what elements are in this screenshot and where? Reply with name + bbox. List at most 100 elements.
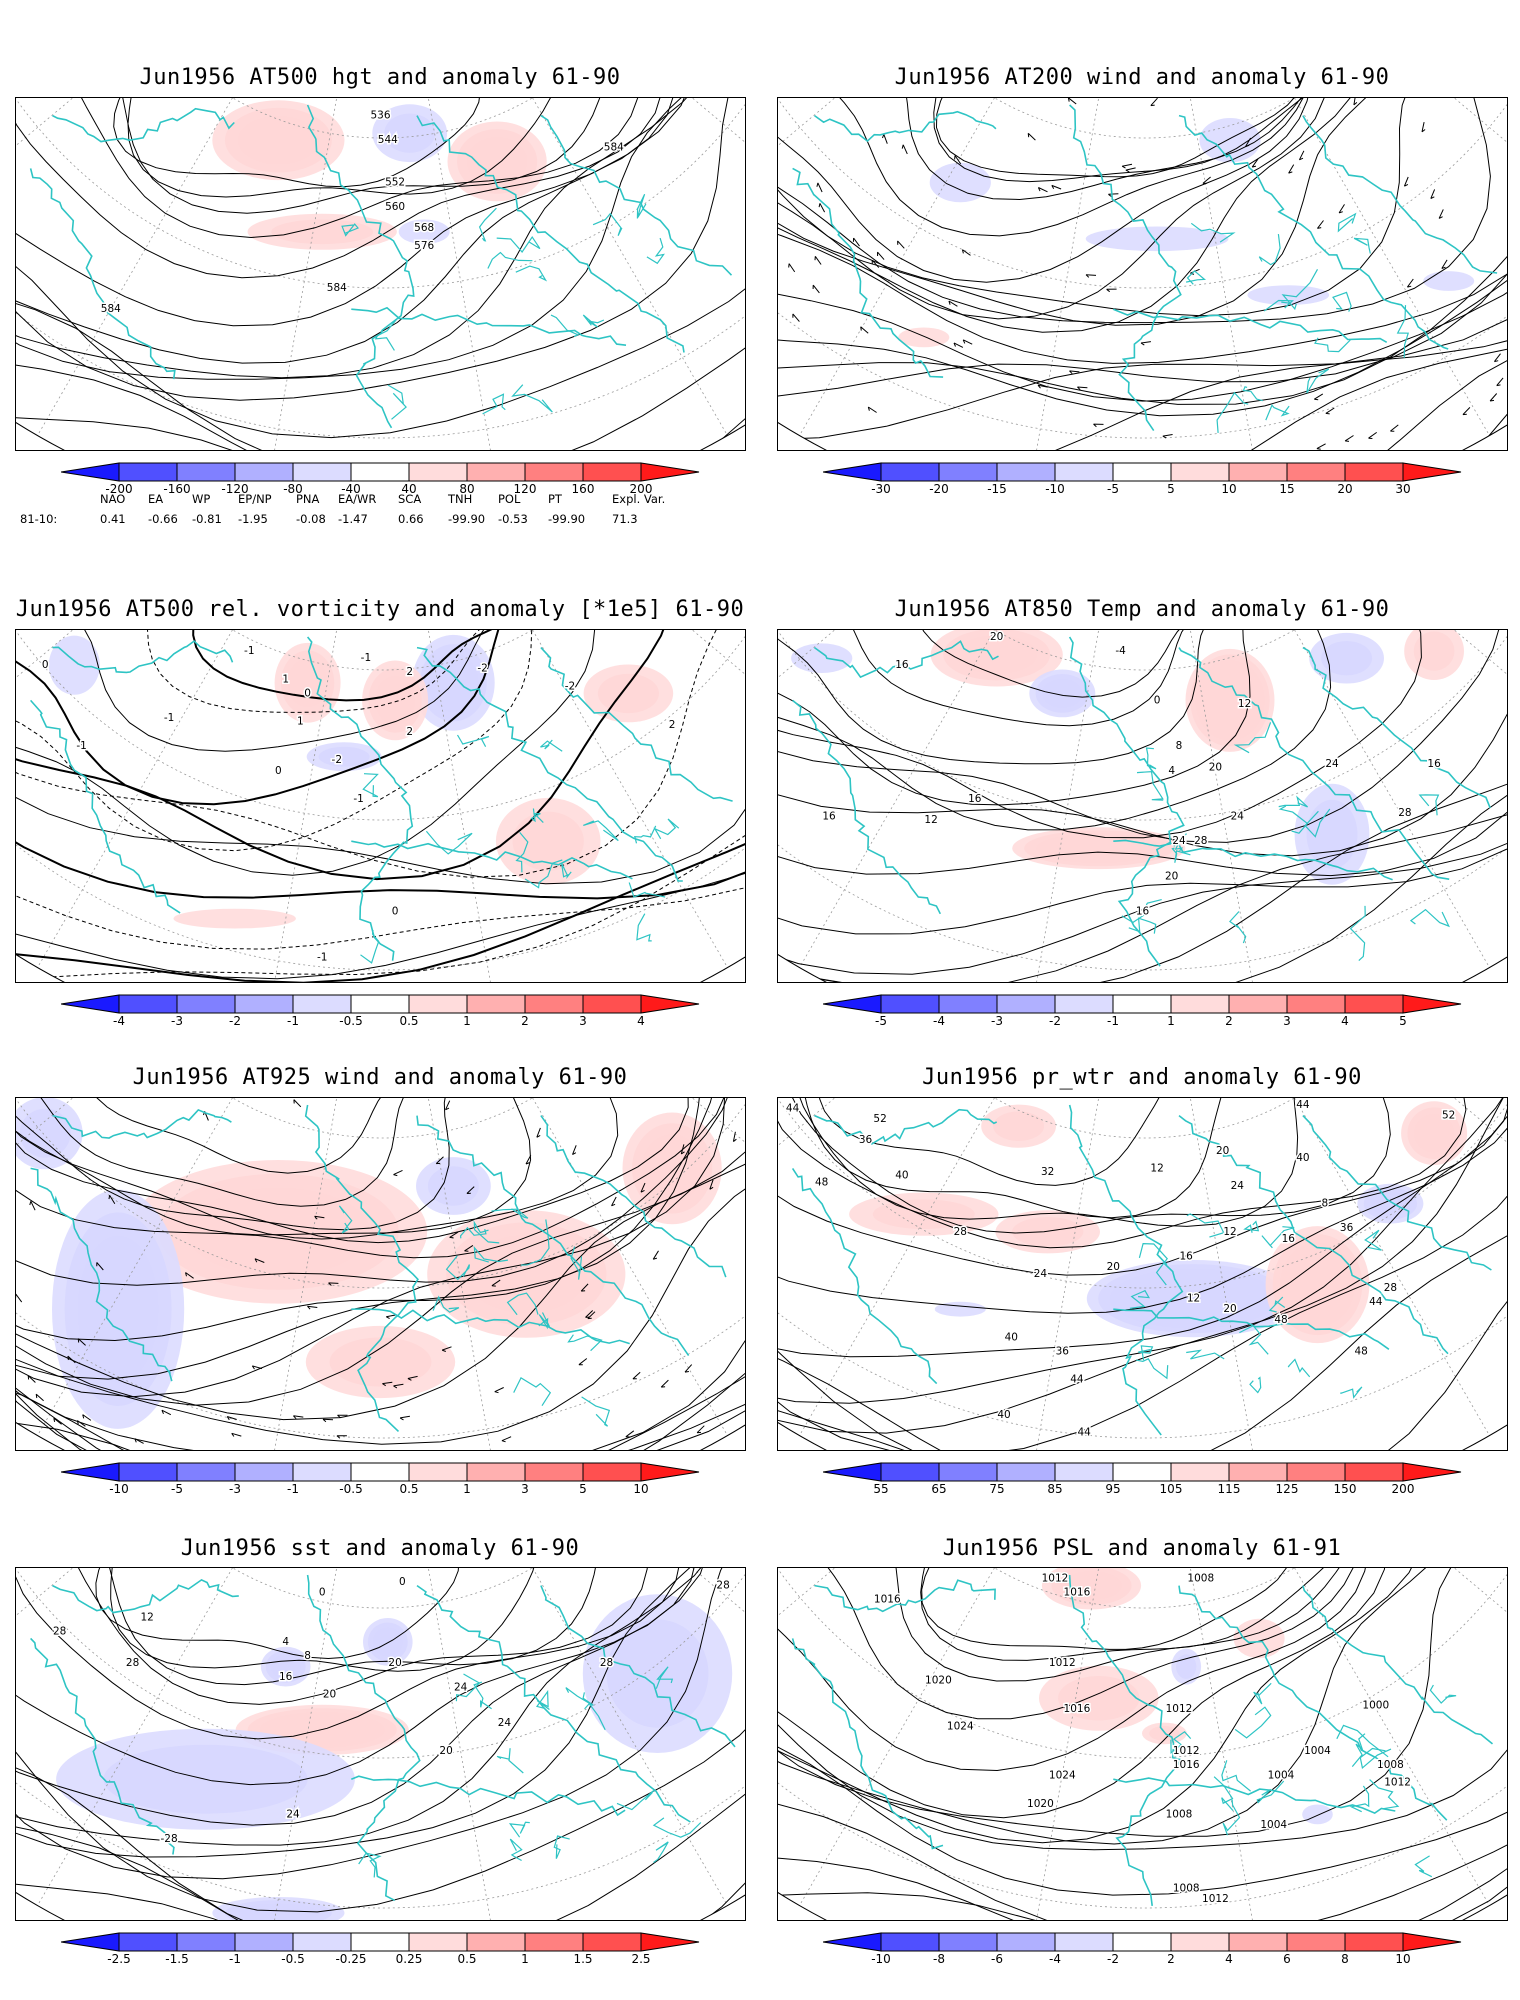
country-border — [487, 251, 533, 269]
contour-label: 1012 — [1166, 1703, 1193, 1715]
contour-label: 28 — [53, 1625, 66, 1637]
country-border — [567, 1334, 603, 1352]
country-border — [508, 1821, 530, 1838]
wind-arrow — [882, 134, 888, 144]
contour-label: 24 — [286, 1808, 300, 1820]
anomaly-shade — [1401, 1101, 1468, 1166]
contour-line — [101, 630, 559, 713]
coastline — [1178, 114, 1449, 350]
contour-label: 584 — [327, 282, 347, 294]
colorbar-swatch — [118, 1932, 178, 1952]
contour-line — [778, 98, 1507, 450]
country-border — [592, 212, 623, 236]
contour-line — [16, 630, 596, 876]
contour-label: 52 — [873, 1113, 886, 1125]
country-border — [1278, 795, 1309, 808]
contour-label: 0 — [275, 765, 282, 777]
contour-label: -28 — [161, 1833, 178, 1845]
contour-line — [16, 98, 745, 380]
wind-arrow — [393, 1169, 403, 1177]
wind-arrow — [226, 1416, 237, 1421]
coastline — [792, 167, 944, 378]
contour-line — [778, 1568, 1507, 1920]
wind-arrow — [953, 342, 964, 348]
coastline — [1068, 636, 1185, 967]
country-border — [445, 1255, 470, 1281]
anomaly-shade — [1309, 632, 1384, 684]
colorbar-swatch — [408, 1932, 468, 1952]
colorbar-tick-label: -1 — [287, 1014, 299, 1028]
colorbar-tick-label: 3 — [579, 1014, 587, 1028]
country-border — [1190, 222, 1236, 243]
teleconnection-value: 0.66 — [398, 512, 424, 526]
wind-arrow — [625, 1430, 635, 1438]
anomaly-shade — [363, 1618, 413, 1666]
country-border — [1234, 1706, 1272, 1739]
coastline — [52, 1108, 232, 1139]
colorbar-swatch — [1228, 462, 1288, 482]
country-border — [515, 265, 548, 282]
colorbar: -10 -5 -3 -1 -0.5 0.5 1 3 5 10 — [60, 1462, 707, 1502]
colorbar-tick-label: 0.25 — [395, 1952, 423, 1966]
colorbar-tick-label: 95 — [1105, 1482, 1121, 1496]
wind-arrow — [812, 284, 820, 294]
wind-arrow — [1051, 184, 1062, 190]
colorbar-swatch — [1112, 1932, 1172, 1952]
contour-label: 20 — [1223, 1303, 1236, 1315]
country-border — [1136, 770, 1164, 801]
colorbar-labels: -2.5 -1.5 -1 -0.5 -0.25 0.25 0.5 1 1.5 2.5 — [61, 1952, 707, 1968]
country-border — [515, 832, 529, 873]
wind-arrow — [1403, 176, 1409, 187]
contour-label: 28 — [1194, 835, 1207, 847]
contour-label: 0 — [304, 687, 311, 699]
contour-line — [778, 1098, 1507, 1358]
colorbar-tick-label: -8 — [933, 1952, 945, 1966]
anomaly-shade — [1404, 630, 1464, 680]
contour-line — [923, 98, 1345, 183]
coastline — [1068, 1574, 1183, 1907]
wind-arrow — [525, 1155, 532, 1165]
colorbar-tick-label: 0.5 — [457, 1952, 477, 1966]
coastline — [1178, 1114, 1449, 1355]
contour-label: 584 — [604, 141, 624, 153]
contour-label: 20 — [323, 1689, 336, 1701]
country-border — [374, 318, 398, 351]
wind-arrow — [640, 1182, 646, 1193]
anomaly-shade — [212, 100, 345, 181]
wind-arrow — [16, 1293, 23, 1303]
wind-arrow — [328, 1282, 339, 1286]
colorbar-tick-label: -4 — [1049, 1952, 1061, 1966]
map-graphic: 1016101210161008101210201016102410241020… — [778, 1568, 1507, 1920]
teleconnection-value: -0.08 — [296, 512, 326, 526]
contour-label: 16 — [1427, 758, 1441, 770]
wind-arrow — [53, 1417, 62, 1425]
colorbar-swatch — [582, 1932, 642, 1952]
wind-arrow — [1069, 370, 1080, 375]
teleconnection-header: WP — [192, 492, 211, 506]
colorbar-swatch — [1170, 462, 1230, 482]
wind-arrow — [161, 1409, 172, 1416]
contour-line — [16, 1098, 689, 1244]
wind-arrow — [1085, 274, 1097, 278]
contour-line — [778, 98, 1507, 450]
wind-arrow — [1338, 204, 1345, 214]
contour-label: 12 — [1150, 1162, 1163, 1174]
colorbar-swatch — [1228, 1462, 1288, 1482]
country-border — [1414, 1855, 1433, 1878]
contour-line — [778, 98, 1507, 450]
colorbar-swatch — [234, 1932, 294, 1952]
wind-arrow — [948, 300, 958, 307]
contour-label: -1 — [76, 740, 86, 752]
teleconnection-value: 71.3 — [612, 512, 638, 526]
teleconnection-value: -0.53 — [498, 512, 528, 526]
country-border — [1145, 747, 1157, 770]
wind-arrow — [307, 1305, 318, 1310]
teleconnection-header: PT — [548, 492, 562, 506]
coastline — [30, 699, 181, 914]
colorbar-swatch — [118, 1462, 178, 1482]
colorbar-tick-label: -5 — [1107, 482, 1119, 496]
colorbar-tick-label: -3 — [229, 1482, 241, 1496]
coastline — [540, 114, 733, 276]
wind-arrow — [29, 1200, 36, 1211]
anomaly-shade — [1423, 271, 1475, 291]
